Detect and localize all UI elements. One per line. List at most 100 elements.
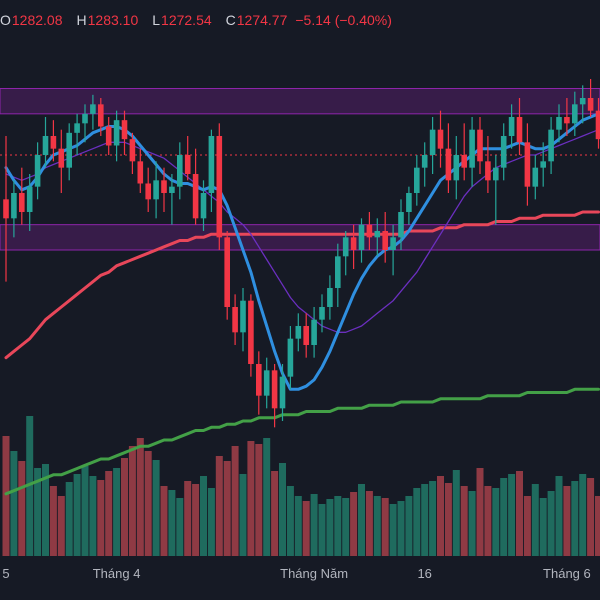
candle[interactable]	[556, 104, 562, 143]
candle[interactable]	[500, 123, 507, 181]
candle[interactable]	[145, 167, 151, 212]
candle[interactable]	[98, 98, 104, 136]
candle[interactable]	[453, 136, 460, 200]
candle[interactable]	[469, 117, 475, 187]
candle[interactable]	[42, 117, 49, 168]
candle[interactable]	[105, 117, 112, 155]
candle[interactable]	[58, 129, 65, 193]
candle[interactable]	[516, 98, 523, 155]
candle[interactable]	[82, 104, 88, 143]
candle[interactable]	[382, 212, 388, 263]
candle[interactable]	[74, 113, 80, 155]
candle[interactable]	[3, 136, 9, 282]
candle-body	[113, 120, 120, 146]
candle[interactable]	[540, 142, 546, 187]
candle[interactable]	[508, 104, 515, 149]
candle[interactable]	[335, 243, 341, 307]
candle[interactable]	[177, 142, 183, 200]
candle[interactable]	[295, 313, 302, 352]
candle[interactable]	[26, 174, 33, 231]
candle[interactable]	[256, 351, 262, 415]
candle[interactable]	[327, 275, 333, 320]
candle[interactable]	[208, 129, 215, 212]
candle[interactable]	[161, 167, 167, 212]
candle[interactable]	[113, 110, 120, 162]
candle[interactable]	[485, 136, 491, 193]
candle[interactable]	[232, 294, 238, 345]
volume-bar	[547, 491, 555, 556]
candle-body	[240, 300, 246, 333]
candle[interactable]	[374, 218, 381, 257]
candle[interactable]	[216, 123, 223, 250]
candle[interactable]	[319, 294, 325, 333]
candle[interactable]	[572, 91, 578, 136]
candle[interactable]	[184, 136, 191, 181]
candle[interactable]	[414, 155, 420, 206]
candle[interactable]	[532, 155, 539, 200]
x-axis[interactable]: 5 Tháng 4 Tháng Năm 16 Tháng 6	[0, 560, 600, 590]
candle-body	[303, 326, 309, 345]
candle[interactable]	[66, 123, 72, 181]
candle[interactable]	[524, 123, 531, 206]
candle[interactable]	[121, 110, 128, 155]
candle[interactable]	[548, 117, 554, 174]
candle[interactable]	[477, 117, 483, 174]
volume-bar	[500, 478, 508, 556]
candle[interactable]	[406, 186, 412, 225]
candle-body	[493, 167, 499, 181]
candle[interactable]	[350, 224, 357, 269]
volume-bar	[215, 456, 223, 556]
volume-bar	[57, 496, 65, 556]
candle[interactable]	[564, 98, 570, 136]
candle[interactable]	[461, 123, 467, 181]
volume-bar	[563, 486, 571, 556]
candle[interactable]	[90, 94, 96, 130]
candle[interactable]	[429, 117, 436, 174]
candle[interactable]	[390, 224, 396, 276]
candle[interactable]	[263, 357, 270, 409]
candle[interactable]	[129, 132, 136, 174]
candle[interactable]	[224, 231, 230, 320]
volume-bar	[279, 463, 286, 556]
candle[interactable]	[192, 148, 199, 225]
candle[interactable]	[437, 110, 444, 168]
low-label: L	[152, 12, 161, 28]
candle[interactable]	[398, 199, 404, 250]
candles[interactable]	[3, 79, 600, 428]
candle[interactable]	[240, 288, 246, 352]
ma-mid-line	[5, 129, 600, 333]
candle[interactable]	[358, 218, 365, 263]
candle[interactable]	[445, 123, 452, 193]
candle[interactable]	[200, 180, 207, 231]
candle[interactable]	[169, 174, 175, 225]
candle[interactable]	[595, 98, 600, 149]
candle[interactable]	[271, 364, 278, 428]
candle[interactable]	[153, 161, 159, 219]
volume-bar	[73, 474, 81, 556]
candle[interactable]	[587, 79, 594, 117]
volume-bar	[192, 484, 200, 556]
candle-body	[192, 174, 199, 219]
candle[interactable]	[248, 294, 254, 377]
candle[interactable]	[493, 155, 499, 225]
candle[interactable]	[342, 231, 349, 276]
volume-bar	[105, 471, 113, 556]
candle[interactable]	[11, 180, 17, 238]
candle-body	[287, 338, 294, 377]
candle[interactable]	[50, 120, 57, 162]
candle-body	[129, 139, 136, 162]
volume-bar	[452, 470, 460, 556]
candle[interactable]	[311, 307, 317, 358]
candle[interactable]	[303, 313, 309, 358]
candle[interactable]	[366, 212, 373, 250]
candle[interactable]	[579, 85, 586, 124]
candle[interactable]	[137, 148, 144, 193]
candle-body	[485, 161, 491, 181]
candle[interactable]	[421, 142, 428, 187]
candle[interactable]	[279, 364, 286, 421]
candle[interactable]	[287, 326, 294, 390]
volume-bar	[97, 480, 105, 556]
candle[interactable]	[34, 142, 41, 200]
candle[interactable]	[19, 167, 25, 225]
